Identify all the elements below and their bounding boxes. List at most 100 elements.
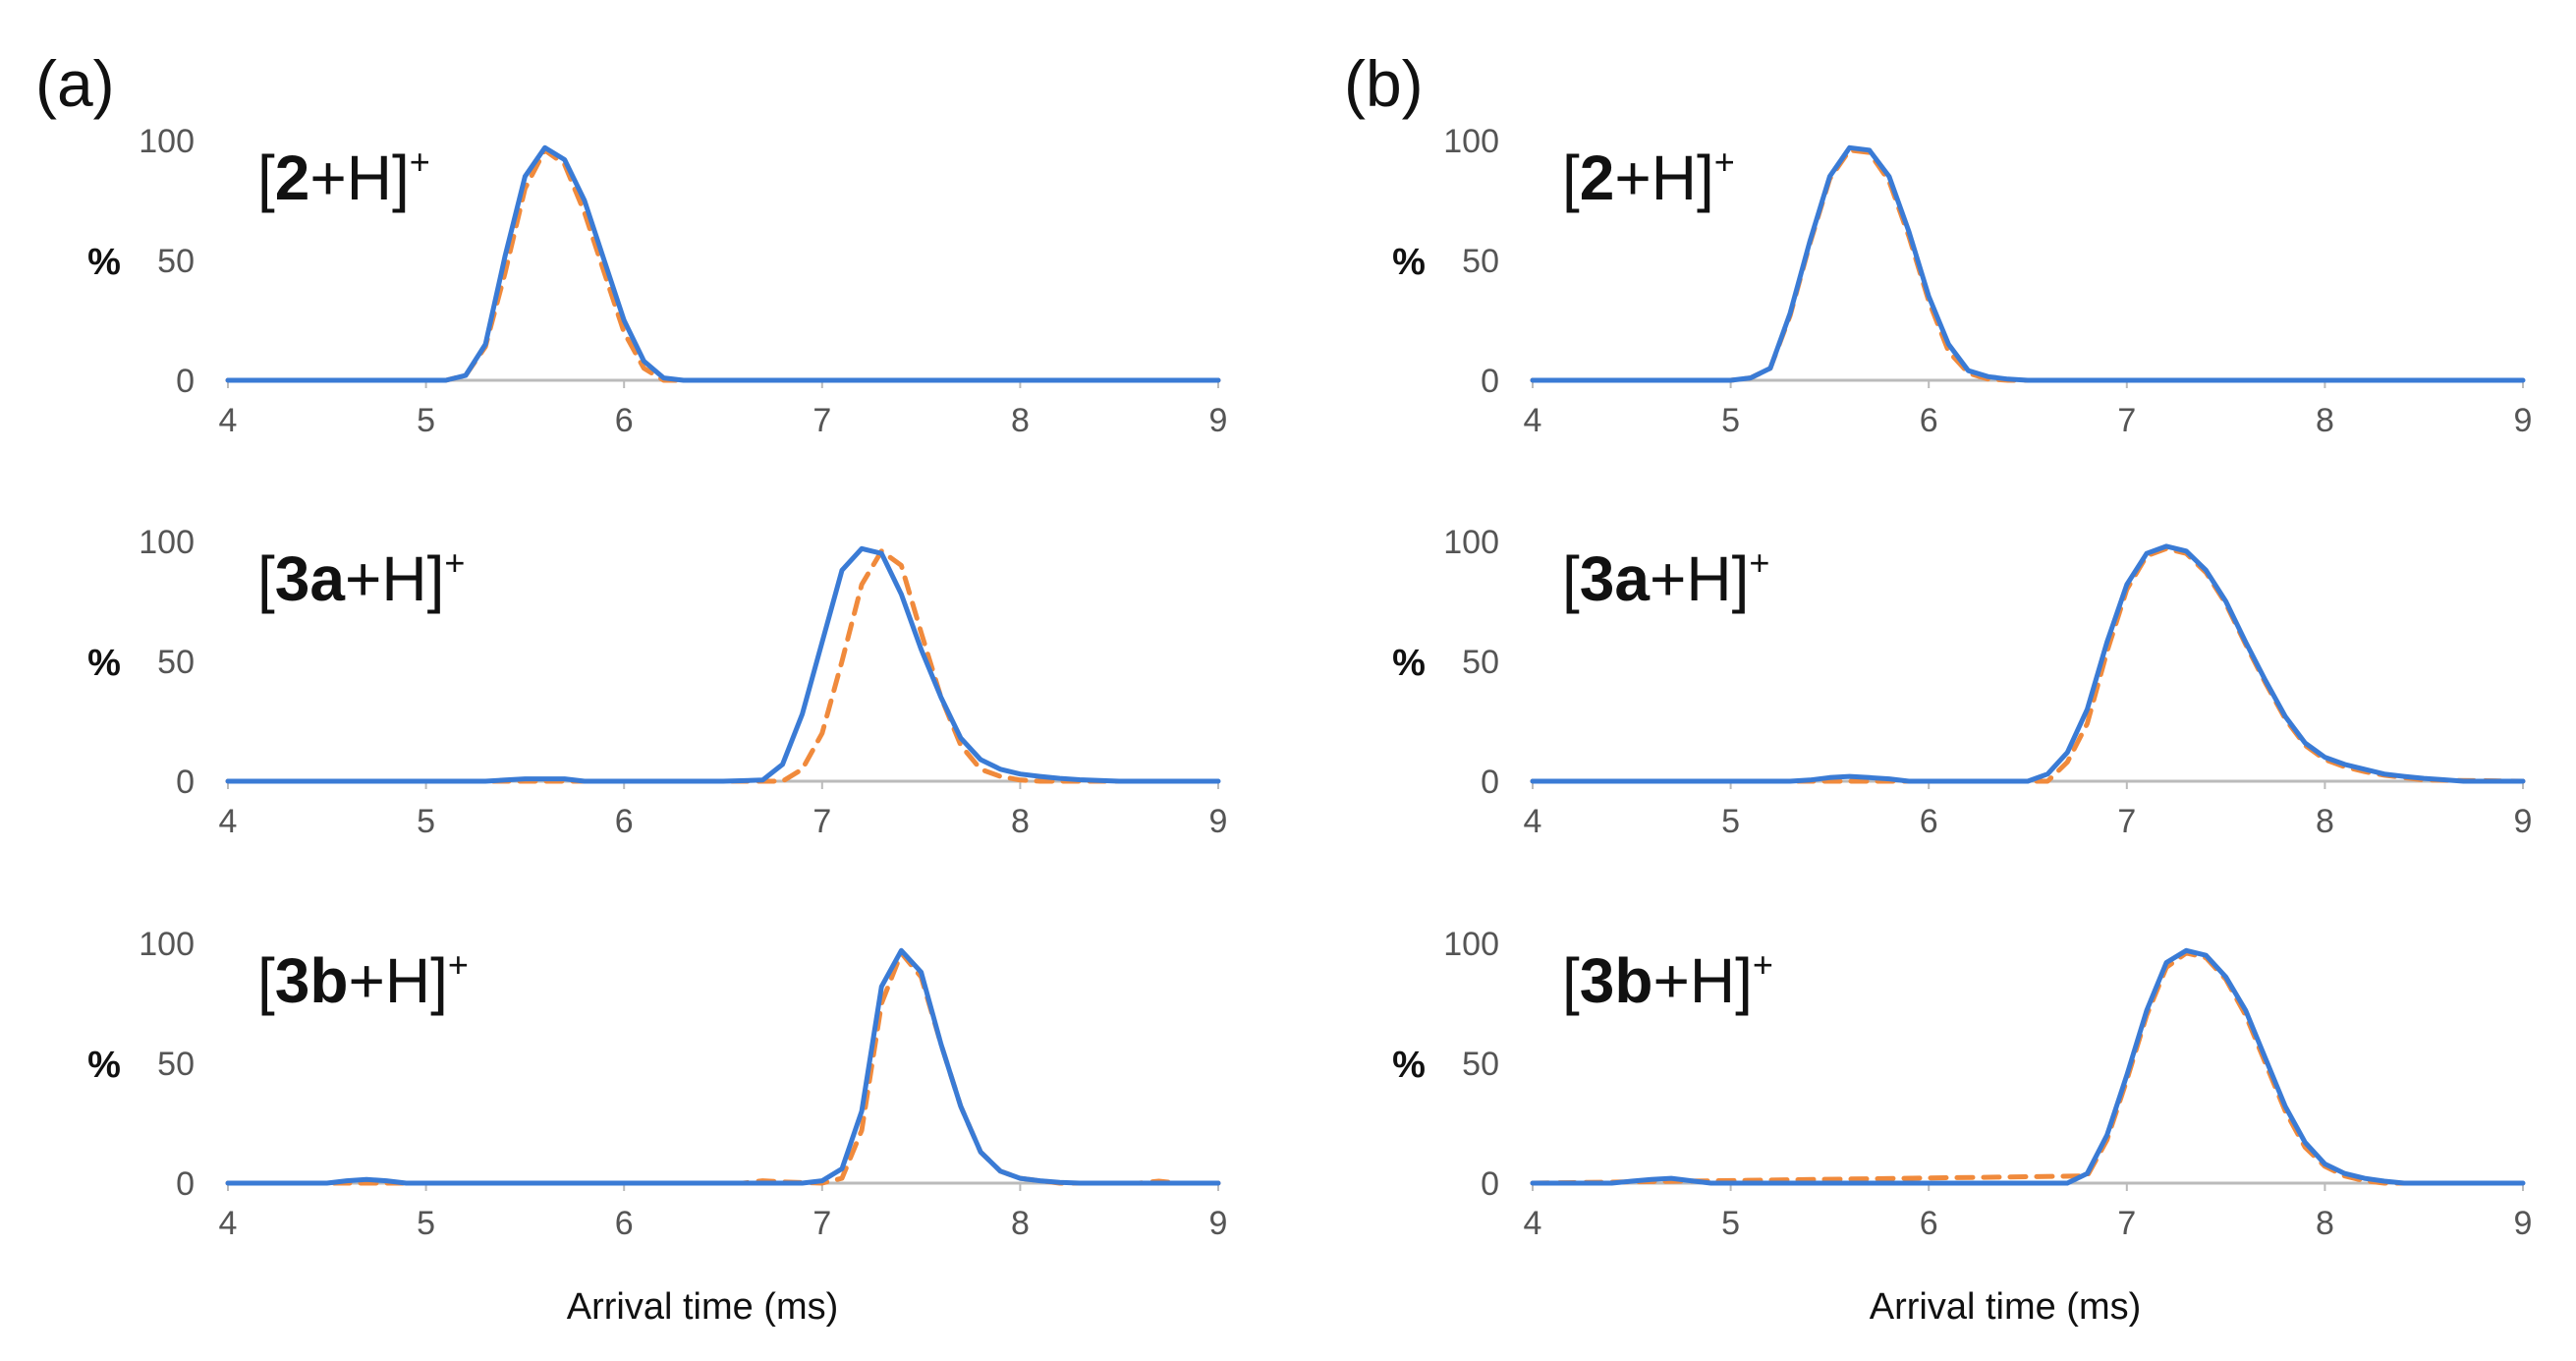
chart-b-2: 4 5 6 7 8 9 0 50 100% [3a+H]+ xyxy=(1392,524,2532,840)
y-tick-label: 50 xyxy=(157,243,195,280)
x-tick-label: 9 xyxy=(2514,402,2533,439)
x-tick-label: 9 xyxy=(1209,803,1228,840)
species-bracket: [ xyxy=(1562,543,1580,614)
x-tick-label: 7 xyxy=(2117,1205,2136,1242)
x-tick-label: 5 xyxy=(1721,402,1740,439)
x-tick-label: 7 xyxy=(812,803,831,840)
y-tick-label: 0 xyxy=(176,1165,195,1203)
series-line-measured xyxy=(225,144,1221,383)
panel-b-x-axis-label: Arrival time (ms) xyxy=(1870,1286,2142,1328)
chart-a-1: 4 5 6 7 8 9 0 50 100% [2+H]+ xyxy=(87,123,1227,439)
panel-a-letter: (a) xyxy=(35,47,115,120)
x-tick-label: 6 xyxy=(615,402,634,439)
y-tick-label: 0 xyxy=(176,363,195,400)
species-bracket: [ xyxy=(257,945,275,1016)
y-tick-label: 50 xyxy=(157,1046,195,1083)
species-adduct: +H] xyxy=(1652,945,1752,1016)
x-tick-label: 9 xyxy=(1209,1205,1228,1242)
species-charge: + xyxy=(444,542,465,583)
y-axis-label: % xyxy=(1392,643,1426,684)
y-tick-label: 0 xyxy=(1481,764,1499,801)
y-axis-label: % xyxy=(1392,1045,1426,1086)
y-tick-label: 0 xyxy=(1481,363,1499,400)
x-tick-label: 9 xyxy=(2514,1205,2533,1242)
species-compound: 2 xyxy=(1580,142,1615,213)
x-tick-label: 8 xyxy=(2316,1205,2334,1242)
species-label: [3a+H]+ xyxy=(1562,542,1769,614)
x-tick-label: 5 xyxy=(417,402,435,439)
species-label: [3b+H]+ xyxy=(1562,944,1773,1016)
species-bracket: [ xyxy=(1562,142,1580,213)
species-compound: 3b xyxy=(275,945,349,1016)
x-tick-label: 6 xyxy=(1920,1205,1938,1242)
y-tick-label: 100 xyxy=(139,524,195,561)
species-compound: 3b xyxy=(1580,945,1653,1016)
species-compound: 3a xyxy=(1580,543,1651,614)
species-compound: 3a xyxy=(275,543,346,614)
x-tick-label: 4 xyxy=(1524,1205,1542,1242)
species-label: [2+H]+ xyxy=(257,142,430,213)
species-bracket: [ xyxy=(257,543,275,614)
species-adduct: +H] xyxy=(1614,142,1713,213)
species-label: [3b+H]+ xyxy=(257,944,469,1016)
species-compound: 2 xyxy=(275,142,310,213)
y-tick-label: 100 xyxy=(1443,123,1499,160)
x-tick-label: 8 xyxy=(1011,1205,1030,1242)
x-tick-label: 4 xyxy=(219,1205,238,1242)
y-tick-label: 100 xyxy=(139,926,195,963)
x-tick-label: 8 xyxy=(1011,803,1030,840)
y-axis-label: % xyxy=(87,643,121,684)
species-adduct: +H] xyxy=(348,945,447,1016)
x-tick-label: 7 xyxy=(812,402,831,439)
species-bracket: [ xyxy=(1562,945,1580,1016)
x-tick-label: 7 xyxy=(812,1205,831,1242)
x-tick-label: 7 xyxy=(2117,803,2136,840)
series-line-measured xyxy=(225,947,1221,1186)
y-tick-label: 0 xyxy=(176,764,195,801)
x-tick-label: 6 xyxy=(615,1205,634,1242)
x-tick-label: 8 xyxy=(1011,402,1030,439)
x-tick-label: 5 xyxy=(1721,1205,1740,1242)
species-label: [3a+H]+ xyxy=(257,542,465,614)
species-adduct: +H] xyxy=(1650,543,1749,614)
x-tick-label: 7 xyxy=(2117,402,2136,439)
species-charge: + xyxy=(1714,142,1735,182)
panel-a-x-axis-label: Arrival time (ms) xyxy=(567,1286,839,1328)
chart-b-3: 4 5 6 7 8 9 0 50 100% [3b+H]+ xyxy=(1392,926,2532,1242)
y-tick-label: 100 xyxy=(139,123,195,160)
y-tick-label: 50 xyxy=(1462,243,1499,280)
x-tick-label: 6 xyxy=(1920,402,1938,439)
species-adduct: +H] xyxy=(309,142,409,213)
x-tick-label: 8 xyxy=(2316,402,2334,439)
x-tick-label: 5 xyxy=(1721,803,1740,840)
y-axis-label: % xyxy=(87,242,121,283)
species-charge: + xyxy=(448,944,469,985)
y-tick-label: 50 xyxy=(1462,1046,1499,1083)
x-tick-label: 4 xyxy=(219,402,238,439)
x-tick-label: 4 xyxy=(1524,402,1542,439)
species-bracket: [ xyxy=(257,142,275,213)
species-label: [2+H]+ xyxy=(1562,142,1735,213)
y-axis-label: % xyxy=(87,1045,121,1086)
chart-a-3: 4 5 6 7 8 9 0 50 100% [3b+H]+ xyxy=(87,926,1227,1242)
y-tick-label: 50 xyxy=(157,644,195,681)
y-tick-label: 100 xyxy=(1443,926,1499,963)
series-line-measured xyxy=(1530,144,2526,383)
species-charge: + xyxy=(1753,944,1773,985)
y-axis-label: % xyxy=(1392,242,1426,283)
y-tick-label: 0 xyxy=(1481,1165,1499,1203)
species-charge: + xyxy=(410,142,430,182)
chart-a-2: 4 5 6 7 8 9 0 50 100% [3a+H]+ xyxy=(87,524,1227,840)
species-charge: + xyxy=(1749,542,1769,583)
x-tick-label: 4 xyxy=(1524,803,1542,840)
x-tick-label: 6 xyxy=(615,803,634,840)
chart-b-1: 4 5 6 7 8 9 0 50 100% [2+H]+ xyxy=(1392,123,2532,439)
y-tick-label: 100 xyxy=(1443,524,1499,561)
series-line-measured xyxy=(1530,947,2526,1186)
x-tick-label: 4 xyxy=(219,803,238,840)
series-line-predicted xyxy=(225,548,1221,784)
x-tick-label: 9 xyxy=(1209,402,1228,439)
x-tick-label: 6 xyxy=(1920,803,1938,840)
